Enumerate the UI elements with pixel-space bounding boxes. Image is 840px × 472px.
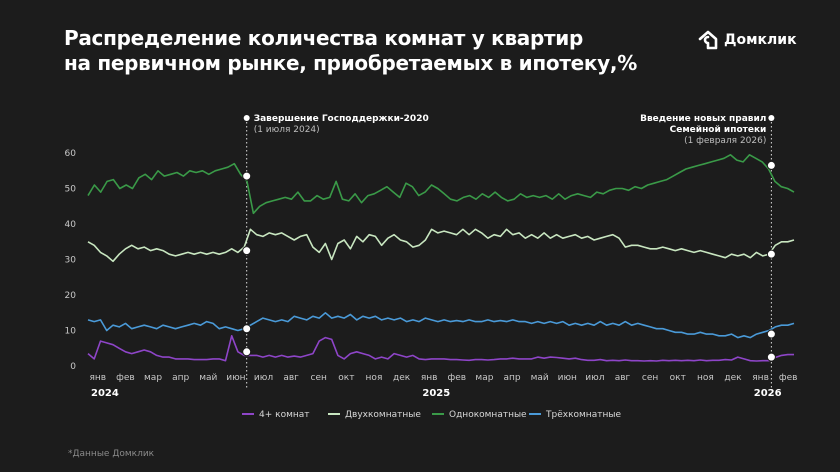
event-marker-point [766, 352, 776, 362]
y-tick-label: 10 [65, 327, 77, 337]
x-tick-label: май [199, 373, 217, 383]
x-tick-label: июл [585, 373, 604, 383]
x-tick-label: авг [283, 373, 299, 383]
x-tick-label: окт [338, 373, 354, 383]
x-tick-label: янв [90, 373, 107, 383]
series-line-2 [87, 154, 795, 215]
event-marker-point [766, 329, 776, 339]
event-top-dot [768, 115, 775, 121]
event-marker-point [766, 249, 776, 259]
x-tick-label: июн [226, 373, 245, 383]
x-tick-label: окт [670, 373, 686, 383]
x-tick-label: мар [475, 373, 493, 383]
event-title: Завершение Господдержки-2020 [254, 114, 429, 124]
chart-title-line-1: Распределение количества комнат у кварти… [64, 26, 584, 50]
x-tick-label: фев [779, 373, 798, 383]
x-tick-label: ноя [366, 373, 383, 383]
chart-title-line-2: на первичном рынке, приобретаемых в ипот… [64, 51, 637, 75]
event-markers [242, 160, 776, 362]
y-tick-label: 60 [65, 149, 77, 159]
x-tick-label: янв [752, 373, 769, 383]
legend-label: Двухкомнатные [345, 410, 421, 420]
legend: 4+ комнат Двухкомнатные Однокомнатные Трёхк… [242, 410, 621, 420]
event-title: Семейной ипотеки [670, 125, 767, 135]
x-tick-label: апр [503, 373, 520, 383]
event-date: (1 июля 2024) [254, 125, 320, 135]
event-title: Введение новых правил [640, 114, 766, 124]
x-axis: янв фев мар апр май июн июл авг сен окт ноя дек янв ф… [90, 373, 798, 399]
legend-label: Трёхкомнатные [545, 410, 621, 420]
x-tick-label: июн [558, 373, 577, 383]
y-tick-label: 40 [65, 220, 77, 230]
domclick-logo-icon [698, 30, 718, 50]
event-marker-point [242, 246, 252, 256]
event-date: (1 февраля 2026) [684, 136, 766, 146]
legend-label: Однокомнатные [449, 410, 527, 420]
event-annotations: Завершение Господдержки-2020(1 июля 2024… [254, 114, 767, 146]
brand: Домклик [697, 30, 797, 50]
x-tick-label: апр [172, 373, 189, 383]
brand-name: Домклик [724, 32, 797, 48]
series-lines [87, 154, 795, 362]
series-line-3 [87, 311, 795, 339]
event-marker-point [766, 160, 776, 170]
y-tick-label: 20 [65, 291, 77, 301]
series-line-0 [87, 334, 794, 362]
x-tick-label: фев [116, 373, 135, 383]
y-tick-label: 50 [65, 185, 77, 195]
y-tick-label: 0 [70, 362, 76, 372]
x-tick-label: ноя [697, 373, 714, 383]
chart-title: Распределение количества комнат у кварти… [64, 26, 664, 76]
year-label: 2025 [422, 388, 450, 399]
x-tick-label: сен [311, 373, 327, 383]
year-label: 2026 [754, 388, 782, 399]
x-tick-label: авг [615, 373, 631, 383]
event-marker-point [242, 171, 252, 181]
y-axis: 0 10 20 30 40 50 60 [65, 149, 77, 372]
year-label: 2024 [91, 388, 119, 399]
legend-label: 4+ комнат [259, 410, 310, 420]
y-tick-label: 30 [65, 256, 77, 266]
x-tick-label: дек [724, 373, 742, 383]
x-tick-label: май [531, 373, 549, 383]
series-line-1 [87, 228, 795, 263]
footnote: *Данные Домклик [68, 449, 155, 459]
event-top-dot [243, 115, 250, 121]
x-tick-label: сен [642, 373, 658, 383]
x-tick-label: янв [421, 373, 438, 383]
event-marker-point [242, 324, 252, 334]
x-tick-label: фев [448, 373, 467, 383]
x-tick-label: дек [393, 373, 411, 383]
x-tick-label: мар [144, 373, 162, 383]
x-tick-label: июл [254, 373, 273, 383]
event-marker-point [242, 347, 252, 357]
